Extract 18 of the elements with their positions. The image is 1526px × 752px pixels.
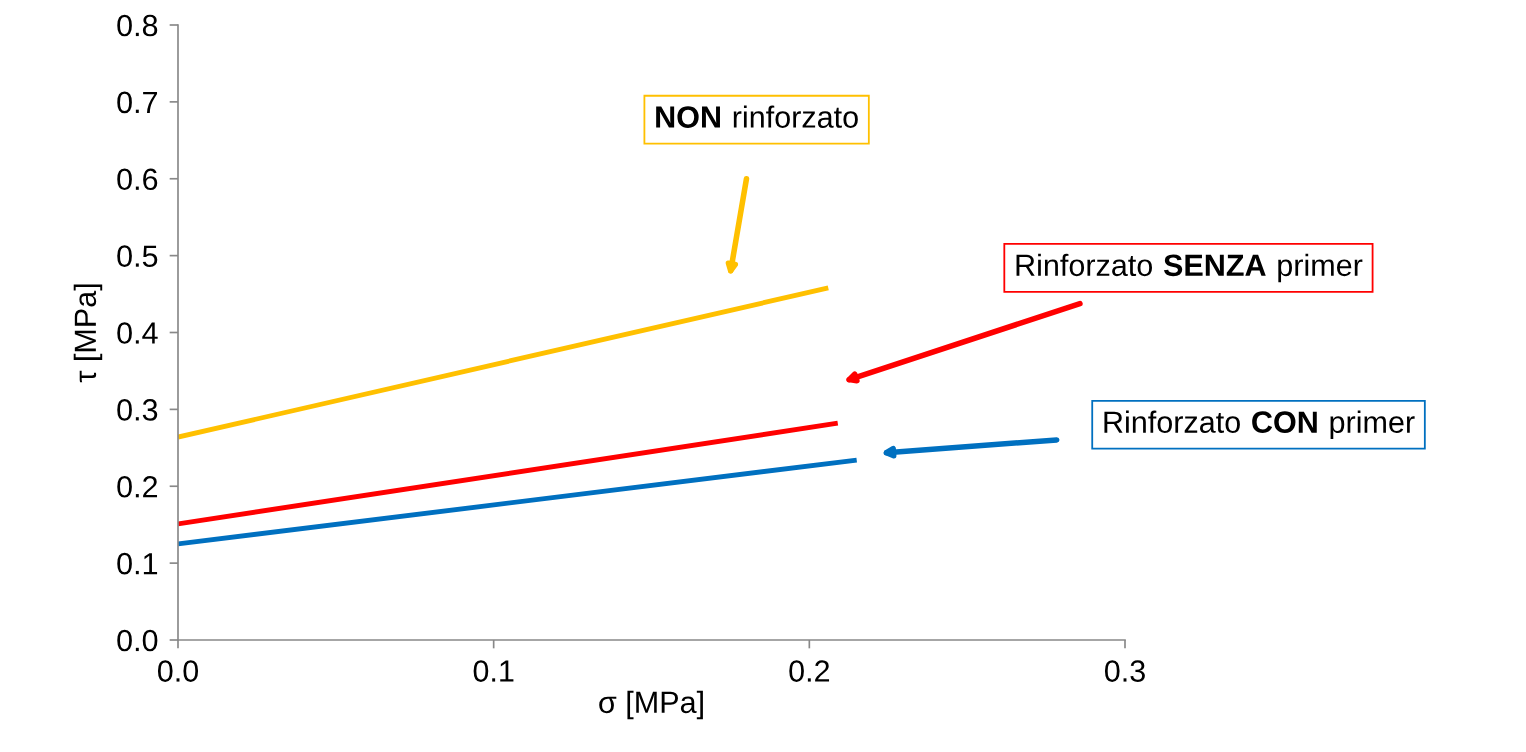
y-tick-label: 0.4 — [117, 322, 158, 344]
y-tick-label: 0.6 — [117, 168, 158, 191]
annotation: Rinforzato SENZA primer — [1016, 253, 1363, 283]
x-tick-label: 0.1 — [473, 660, 514, 682]
y-tick-label: 0.2 — [117, 475, 158, 498]
y-tick-label: 0.8 — [117, 14, 158, 37]
y-tick-label: 0.3 — [117, 399, 158, 421]
x-tick-label: 0.2 — [789, 660, 830, 682]
y-tick-label: 0.5 — [117, 245, 158, 267]
annotation: NON rinforzato — [656, 105, 858, 128]
annotation: Rinforzato CON primer — [1104, 410, 1415, 439]
x-tick-label: 0.0 — [157, 660, 199, 682]
x-tick-label: 0.3 — [1104, 660, 1145, 682]
y-tick-label: 0.1 — [117, 552, 158, 575]
y-axis-title: τ [MPa] — [73, 284, 103, 383]
x-axis-title: σ [MPa] — [599, 690, 703, 720]
y-tick-label: 0.7 — [117, 91, 158, 114]
y-tick-label: 0.0 — [117, 629, 158, 652]
